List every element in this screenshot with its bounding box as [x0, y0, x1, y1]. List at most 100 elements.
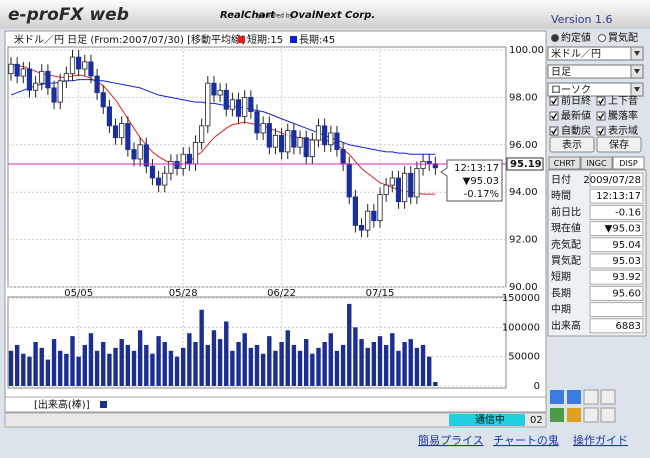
radio[interactable] — [551, 34, 559, 42]
checkbox[interactable] — [596, 96, 606, 106]
y-tick-label: 92.00 — [509, 235, 538, 246]
candle-body — [162, 172, 168, 186]
candle-body — [401, 172, 408, 203]
candle-body — [235, 99, 242, 117]
candle-body — [272, 134, 279, 148]
footer-link[interactable]: チャートの鬼 — [493, 433, 559, 447]
candle-body — [125, 123, 131, 150]
volume-bar — [101, 342, 106, 386]
volume-bar — [51, 339, 57, 386]
radio[interactable] — [598, 34, 606, 42]
volume-bar — [316, 347, 321, 386]
volume-bar — [279, 342, 284, 386]
volume-bar — [199, 309, 204, 386]
tooltip-price: ▼95.03 — [463, 176, 499, 187]
legend-label: 短期:15 — [247, 33, 283, 46]
candle-body — [297, 137, 303, 148]
volume-bar — [88, 333, 94, 386]
y-tick-label: 96.00 — [509, 140, 538, 151]
tab[interactable] — [580, 156, 613, 170]
info-label: 買気配 — [551, 254, 581, 267]
x-tick-label: 05/28 — [169, 288, 198, 299]
select-value: ローソク — [551, 84, 591, 96]
tab[interactable] — [612, 156, 645, 170]
y-tick-label: 50000 — [508, 352, 540, 363]
volume-bar — [334, 350, 340, 386]
info-value: 6883 — [616, 321, 641, 332]
volume-bar — [242, 333, 247, 386]
checkbox-label: 上下音 — [608, 94, 638, 107]
footer-link[interactable]: 簡易プライス — [418, 433, 484, 447]
candle-body — [266, 123, 272, 148]
info-value: ▼95.03 — [605, 224, 641, 235]
info-value: 12:13:17 — [596, 191, 641, 202]
footer-link[interactable]: 操作ガイド — [573, 433, 628, 447]
volume-bar — [297, 350, 303, 386]
candle-body — [303, 137, 309, 158]
info-label: 現在値 — [551, 222, 581, 235]
candle-body — [94, 75, 100, 94]
volume-bar — [285, 330, 290, 386]
volume-bar — [340, 344, 346, 386]
info-value-box — [589, 285, 644, 301]
info-label: 短期 — [551, 270, 571, 283]
checkbox[interactable] — [549, 111, 559, 121]
version: Version 1.6 — [551, 13, 612, 26]
volume-bar — [150, 353, 155, 386]
info-label: 日付 — [551, 173, 571, 186]
y-tick-label: 90.00 — [509, 282, 538, 293]
chart-title: 米ドル／円 日足 (From:2007/07/30) [移動平均線] — [14, 33, 245, 46]
volume-bar — [254, 344, 260, 386]
powered: powered by — [258, 13, 294, 20]
candle-body — [51, 87, 57, 103]
volume-bar — [107, 353, 112, 386]
chart-panel — [4, 30, 547, 413]
volume-bar — [181, 347, 186, 386]
info-value: 95.03 — [612, 256, 641, 267]
current-price-label: 95.19 — [510, 159, 542, 170]
button[interactable] — [596, 136, 642, 153]
volume-bar — [137, 330, 143, 386]
button[interactable] — [549, 136, 595, 153]
volume-bar — [21, 353, 26, 386]
select-arrow — [634, 69, 640, 74]
legend-swatch — [238, 36, 245, 43]
candle-body — [26, 68, 33, 91]
checkbox-label: 表示域 — [608, 124, 638, 137]
legend-swatch — [290, 36, 297, 43]
checkbox[interactable] — [549, 96, 559, 106]
candle-body — [20, 68, 26, 77]
volume-bar — [359, 339, 364, 386]
y-tick-label: 100000 — [502, 322, 540, 333]
volume-bar — [131, 350, 137, 386]
candle-body — [137, 144, 143, 160]
y-tick-label: 150000 — [502, 293, 540, 304]
status-box — [449, 414, 525, 426]
candle-body — [57, 80, 63, 103]
checkbox[interactable] — [596, 126, 606, 136]
checkbox[interactable] — [549, 126, 559, 136]
info-value: 93.92 — [612, 272, 641, 283]
volume-bar — [267, 336, 272, 386]
volume-bar — [168, 350, 174, 386]
info-value-box — [589, 188, 644, 204]
current-price-box — [506, 157, 544, 171]
tab[interactable] — [548, 156, 581, 170]
candle-body — [45, 70, 51, 89]
tab-label: CHRT — [554, 159, 576, 168]
legend-label: 長期:45 — [299, 34, 335, 46]
radio-label: 買気配 — [608, 31, 638, 44]
brand: RealChart — [220, 10, 276, 21]
candle-body — [205, 82, 211, 127]
candle-body — [248, 97, 254, 113]
volume-bar — [14, 344, 20, 386]
candle-body — [346, 163, 352, 198]
candle-body — [186, 153, 192, 165]
volume-bar — [236, 342, 241, 386]
select-value: 米ドル／円 — [551, 47, 601, 60]
candle-body — [143, 144, 149, 167]
info-value-box — [589, 237, 644, 253]
checkbox-label: 自動戻 — [561, 124, 591, 137]
candle-body — [69, 56, 76, 75]
checkbox[interactable] — [596, 111, 606, 121]
